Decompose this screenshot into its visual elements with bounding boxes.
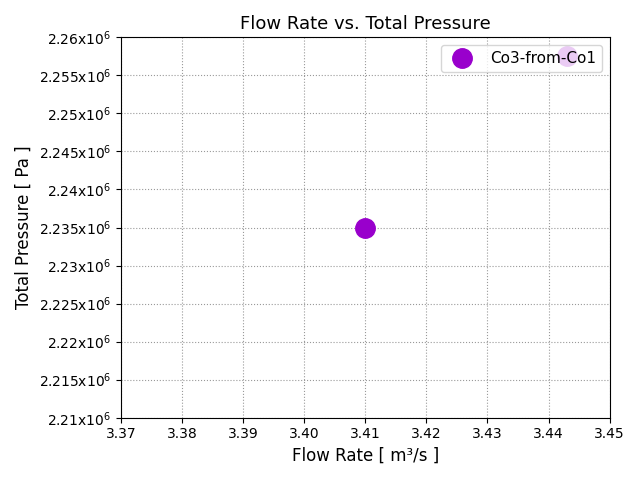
Y-axis label: Total Pressure [ Pa ]: Total Pressure [ Pa ] [15, 146, 33, 309]
Title: Flow Rate vs. Total Pressure: Flow Rate vs. Total Pressure [240, 15, 491, 33]
Legend: Co3-from-Co1: Co3-from-Co1 [441, 45, 602, 72]
Co3-from-Co1 [362, 225, 369, 230]
Line: Co3-from-Co1: Co3-from-Co1 [355, 47, 577, 237]
Co3-from-Co1 [563, 53, 571, 59]
X-axis label: Flow Rate [ m³/s ]: Flow Rate [ m³/s ] [292, 447, 439, 465]
